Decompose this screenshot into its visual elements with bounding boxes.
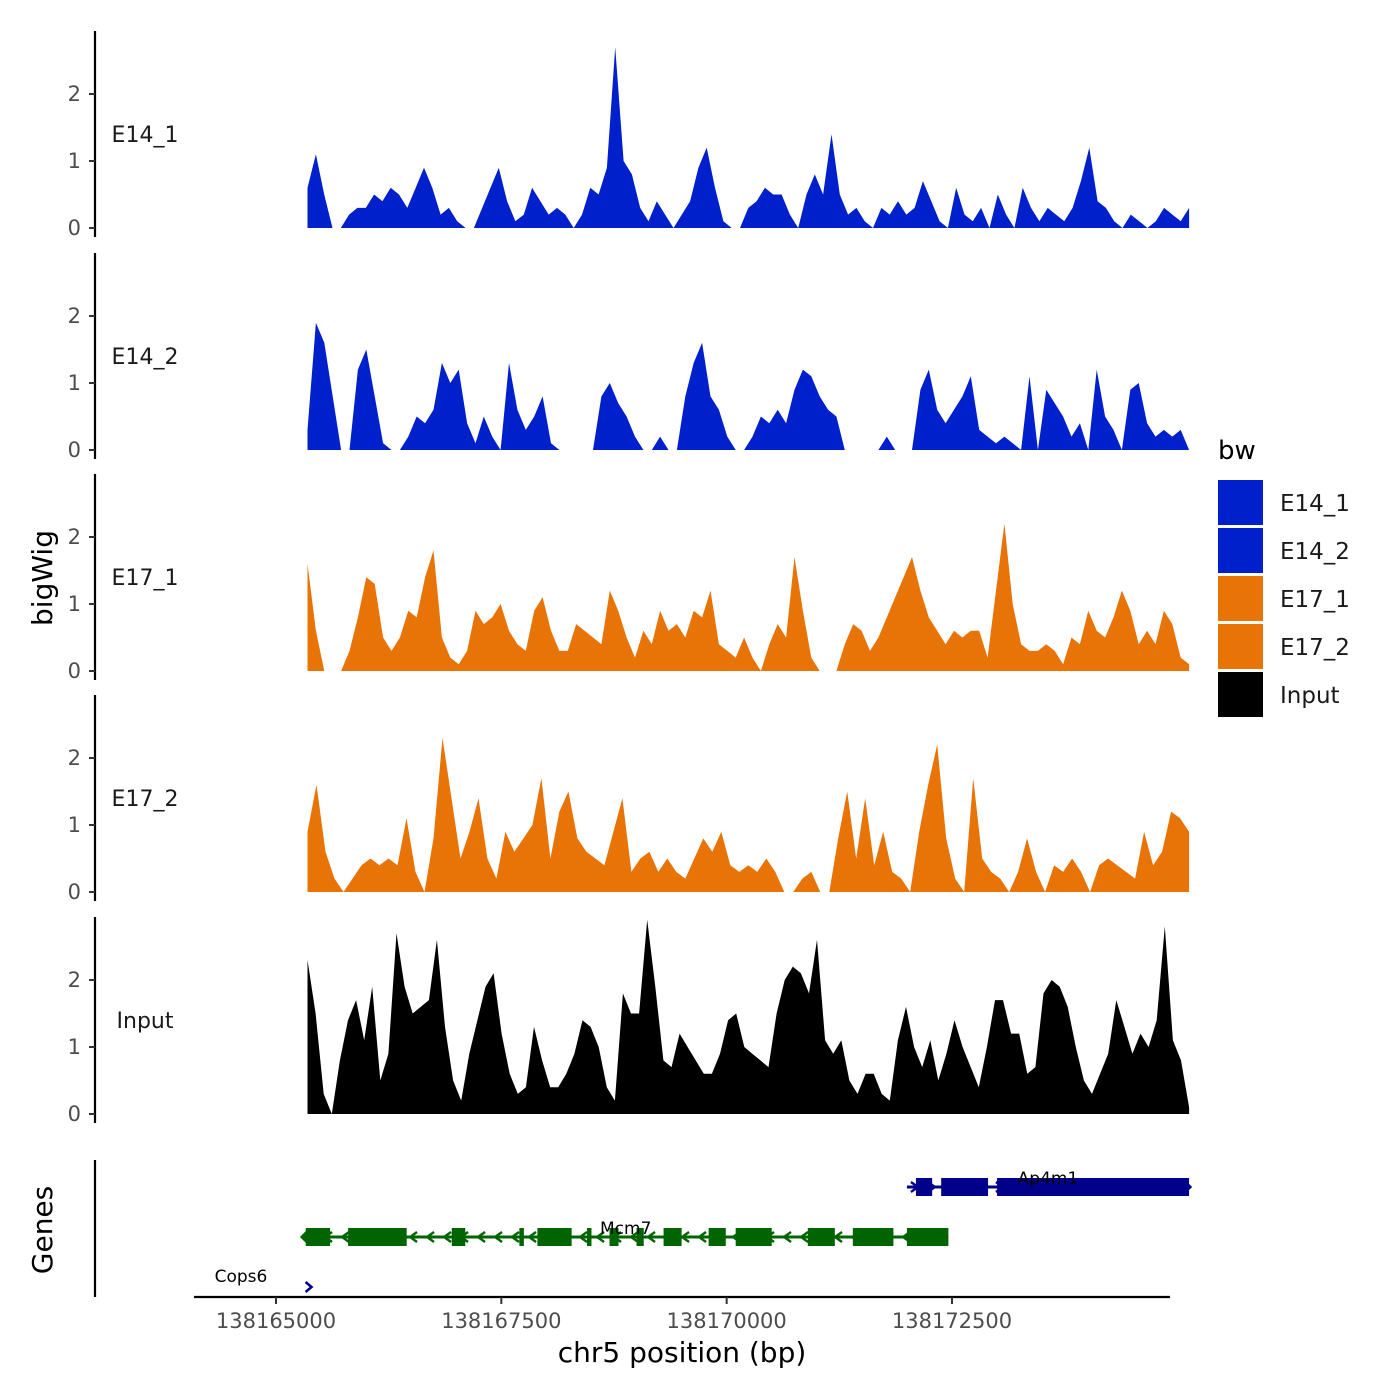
y-tick-label: 0 (68, 659, 81, 683)
legend-label: E17_1 (1280, 587, 1350, 613)
x-tick-label: 138170000 (667, 1309, 787, 1333)
y-tick-label: 0 (68, 216, 81, 240)
strand-arrow (407, 1231, 418, 1243)
genes-axis-title: Genes (26, 1186, 59, 1274)
gene-exon (519, 1228, 524, 1246)
gene-ap4m1: Ap4m1 (906, 1169, 1193, 1196)
y-tick-label: 2 (68, 968, 81, 992)
legend-swatch-e14-2 (1218, 528, 1263, 573)
y-tick-label: 1 (68, 1035, 81, 1059)
strand-arrow (526, 1231, 537, 1243)
x-tick-label: 138167500 (441, 1309, 561, 1333)
strand-arrow (1181, 1178, 1193, 1196)
legend-label: E14_2 (1280, 539, 1350, 565)
track-label: E14_1 (112, 123, 179, 148)
strand-arrow (509, 1231, 520, 1243)
x-tick-label: 138172500 (892, 1309, 1012, 1333)
gene-exon (997, 1178, 1190, 1196)
track-input: 0 1 2 Input (68, 917, 1190, 1126)
legend-label: E17_2 (1280, 635, 1350, 661)
gene-exon (708, 1228, 726, 1246)
track-e17-1: 0 1 2 E17_1 (68, 474, 1190, 683)
legend-title: bw (1218, 436, 1256, 466)
y-tick-label: 0 (68, 880, 81, 904)
track-label: E17_1 (112, 566, 179, 591)
y-tick-label: 2 (68, 304, 81, 328)
legend-swatch-e14-1 (1218, 480, 1263, 525)
gene-label: Ap4m1 (1018, 1169, 1079, 1189)
gene-exon (915, 1178, 933, 1196)
track-e14-2: 0 1 2 E14_2 (68, 253, 1190, 462)
x-tick-label: 138165000 (216, 1309, 336, 1333)
x-axis-title: chr5 position (bp) (558, 1336, 807, 1369)
strand-arrow (628, 1231, 639, 1243)
coverage-area-e14-1 (307, 47, 1190, 228)
y-tick-label: 1 (68, 149, 81, 173)
gene-exon (906, 1228, 949, 1246)
strand-arrow (781, 1231, 792, 1243)
track-e17-2: 0 1 2 E17_2 (68, 695, 1190, 904)
y-tick-label: 2 (68, 746, 81, 770)
coverage-area-input (307, 919, 1190, 1114)
gene-exon (537, 1228, 572, 1246)
legend-swatch-input (1218, 672, 1263, 717)
strand-arrow (339, 1231, 350, 1243)
strand-arrow (299, 1228, 311, 1246)
track-label: E14_2 (112, 345, 179, 370)
strand-arrow (424, 1231, 435, 1243)
gene-exon (852, 1228, 894, 1246)
gene-exon (941, 1178, 989, 1196)
y-axis-title: bigWig (26, 530, 59, 626)
legend-label: E14_1 (1280, 491, 1350, 517)
strand-arrow (441, 1231, 452, 1243)
y-tick-label: 1 (68, 592, 81, 616)
gene-exon (735, 1228, 772, 1246)
legend: bw E14_1 E14_2 E17_1 E17_2 Input (1218, 436, 1350, 717)
track-e14-1: 0 1 2 E14_1 (68, 31, 1190, 240)
gene-exon (586, 1228, 592, 1246)
x-axis: 138165000 138167500 138170000 138172500 (194, 1295, 1170, 1333)
gene-label: Mcm7 (600, 1219, 651, 1239)
coverage-area-e14-2 (307, 322, 1190, 450)
strand-arrow (492, 1231, 503, 1243)
gene-exon (663, 1228, 682, 1246)
legend-label: Input (1280, 683, 1340, 709)
y-tick-label: 0 (68, 438, 81, 462)
legend-swatch-e17-1 (1218, 576, 1263, 621)
legend-swatch-e17-2 (1218, 624, 1263, 669)
gene-exon (636, 1228, 644, 1246)
y-tick-label: 1 (68, 371, 81, 395)
strand-arrow (696, 1231, 707, 1243)
genes-track: Ap4m1 Mcm7 Cops6 (93, 1160, 1193, 1297)
track-label: E17_2 (112, 787, 179, 812)
coverage-area-e17-2 (307, 737, 1190, 892)
gene-exon (609, 1228, 619, 1246)
strand-arrow (798, 1231, 809, 1243)
y-tick-label: 2 (68, 82, 81, 106)
strand-arrow (475, 1231, 486, 1243)
track-label: Input (117, 1009, 174, 1034)
bigwig-tracks: 0 1 2 E14_1 0 1 2 E14_2 0 1 2 E17_1 0 1 2 E17_2 0 1 2 Input (68, 31, 1190, 1126)
y-tick-label: 0 (68, 1102, 81, 1126)
strand-arrow (832, 1231, 843, 1243)
gene-exon (807, 1228, 835, 1246)
y-tick-label: 2 (68, 525, 81, 549)
gene-mcm7: Mcm7 (299, 1219, 949, 1246)
gene-cops6: Cops6 (215, 1267, 314, 1293)
strand-arrow (577, 1231, 588, 1243)
gene-exon (305, 1228, 331, 1246)
strand-arrow (645, 1231, 656, 1243)
coverage-area-e17-1 (307, 523, 1190, 671)
gene-exon (451, 1228, 466, 1246)
strand-arrow (679, 1231, 690, 1243)
gene-exon (348, 1228, 407, 1246)
y-tick-label: 1 (68, 813, 81, 837)
gene-label: Cops6 (215, 1267, 268, 1287)
strand-arrow (304, 1281, 314, 1293)
strand-arrow (594, 1231, 605, 1243)
